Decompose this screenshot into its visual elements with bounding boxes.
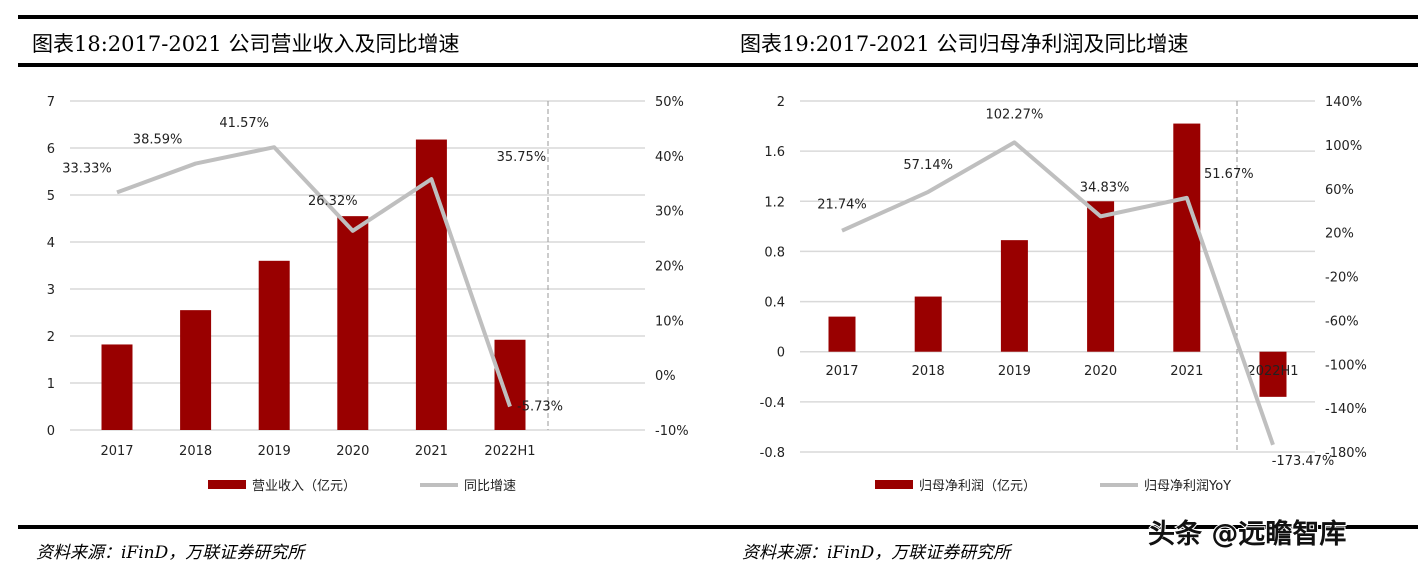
revenue-chart: 0 1 2 3 4 5 6 7 -10% 0% 10% 20% 30% 40% 50% 2017 2018 201… <box>47 95 689 494</box>
right-axis-tick: -100% <box>1325 358 1367 373</box>
left-axis-tick: 4 <box>47 236 55 251</box>
legend-bar-label: 营业收入（亿元） <box>252 479 356 494</box>
legend-bar-swatch <box>875 480 913 489</box>
category-label: 2018 <box>179 444 212 459</box>
yoy-line <box>841 140 1275 446</box>
right-axis-tick: -20% <box>1325 271 1359 286</box>
right-axis-tick: 30% <box>655 205 684 220</box>
left-axis-tick: 6 <box>47 142 55 157</box>
category-label: 2017 <box>100 444 133 459</box>
left-axis-tick: 2 <box>777 95 785 110</box>
right-axis-tick: 60% <box>1325 183 1354 198</box>
right-axis-tick: 20% <box>1325 227 1354 242</box>
left-axis-tick: 3 <box>47 283 55 298</box>
bar-2017 <box>828 316 856 352</box>
legend-line-label: 归母净利润YoY <box>1144 479 1231 494</box>
left-axis-tick: -0.4 <box>760 396 785 411</box>
right-axis-tick: 0% <box>655 369 676 384</box>
data-label: 35.75% <box>497 150 547 165</box>
left-axis-tick: 1 <box>47 377 55 392</box>
legend-bar-swatch <box>208 480 246 489</box>
bar-2022H1 <box>1259 351 1287 397</box>
right-axis-tick: -60% <box>1325 314 1359 329</box>
title-rule <box>18 63 1418 67</box>
data-label: 57.14% <box>903 158 953 173</box>
category-label: 2022H1 <box>484 444 535 459</box>
category-label: 2017 <box>825 364 858 379</box>
bar-2019 <box>258 260 290 430</box>
left-axis-tick: 1.6 <box>764 145 785 160</box>
category-label: 2019 <box>998 364 1031 379</box>
data-label: 38.59% <box>133 133 183 148</box>
data-label: 33.33% <box>62 161 112 176</box>
bar-2020 <box>1087 201 1115 352</box>
data-label: 21.74% <box>817 198 867 213</box>
data-label: 41.57% <box>219 116 269 131</box>
source-note-right: 资料来源：iFinD，万联证券研究所 <box>742 543 1011 563</box>
chart-title-net-profit: 图表19:2017-2021 公司归母净利润及同比增速 <box>740 32 1189 56</box>
chart-title-revenue: 图表18:2017-2021 公司营业收入及同比增速 <box>32 32 460 56</box>
right-axis-tick: 140% <box>1325 95 1362 110</box>
right-axis-tick: -180% <box>1325 446 1367 461</box>
bar-2018 <box>180 310 212 430</box>
category-label: 2020 <box>1084 364 1117 379</box>
right-axis-tick: 100% <box>1325 139 1362 154</box>
data-label: 51.67% <box>1204 167 1254 182</box>
right-axis-tick: 10% <box>655 314 684 329</box>
left-axis-tick: 5 <box>47 189 55 204</box>
legend-bar-label: 归母净利润（亿元） <box>919 479 1036 494</box>
net-profit-chart: -0.8 -0.4 0 0.4 0.8 1.2 1.6 2 -180% -140% -100% -60… <box>760 95 1367 494</box>
bar-2022H1 <box>494 339 526 430</box>
bar-2018 <box>914 296 942 352</box>
category-label: 2018 <box>912 364 945 379</box>
left-axis-tick: -0.8 <box>760 446 785 461</box>
category-label: 2021 <box>415 444 448 459</box>
data-label: 34.83% <box>1080 180 1130 195</box>
source-note-left: 资料来源：iFinD，万联证券研究所 <box>36 543 305 563</box>
left-axis-tick: 0.8 <box>764 245 785 260</box>
left-axis-tick: 0.4 <box>764 296 785 311</box>
data-label: 102.27% <box>985 107 1043 122</box>
bottom-rule <box>18 525 1418 529</box>
right-axis-tick: -10% <box>655 424 689 439</box>
category-label: 2022H1 <box>1247 364 1298 379</box>
left-axis-tick: 0 <box>777 346 785 361</box>
category-label: 2019 <box>258 444 291 459</box>
legend-line-label: 同比增速 <box>464 479 516 494</box>
yoy-line <box>116 145 512 408</box>
left-axis-tick: 7 <box>47 95 55 110</box>
left-axis-tick: 2 <box>47 330 55 345</box>
category-label: 2020 <box>336 444 369 459</box>
right-axis-tick: 40% <box>655 150 684 165</box>
data-label: 26.32% <box>308 194 358 209</box>
category-label: 2021 <box>1170 364 1203 379</box>
right-axis-tick: 20% <box>655 260 684 275</box>
top-rule <box>18 15 1418 19</box>
bar-2021 <box>1173 123 1201 352</box>
left-axis-tick: 1.2 <box>764 195 785 210</box>
bar-2017 <box>101 344 133 430</box>
bar-2019 <box>1000 240 1028 352</box>
right-axis-tick: 50% <box>655 95 684 110</box>
left-axis-tick: 0 <box>47 424 55 439</box>
bar-2020 <box>337 216 369 430</box>
watermark: 头条 @远瞻智库 <box>1147 518 1347 551</box>
right-axis-tick: -140% <box>1325 402 1367 417</box>
data-label: -5.73% <box>517 400 563 415</box>
data-label: -173.47% <box>1272 454 1335 469</box>
